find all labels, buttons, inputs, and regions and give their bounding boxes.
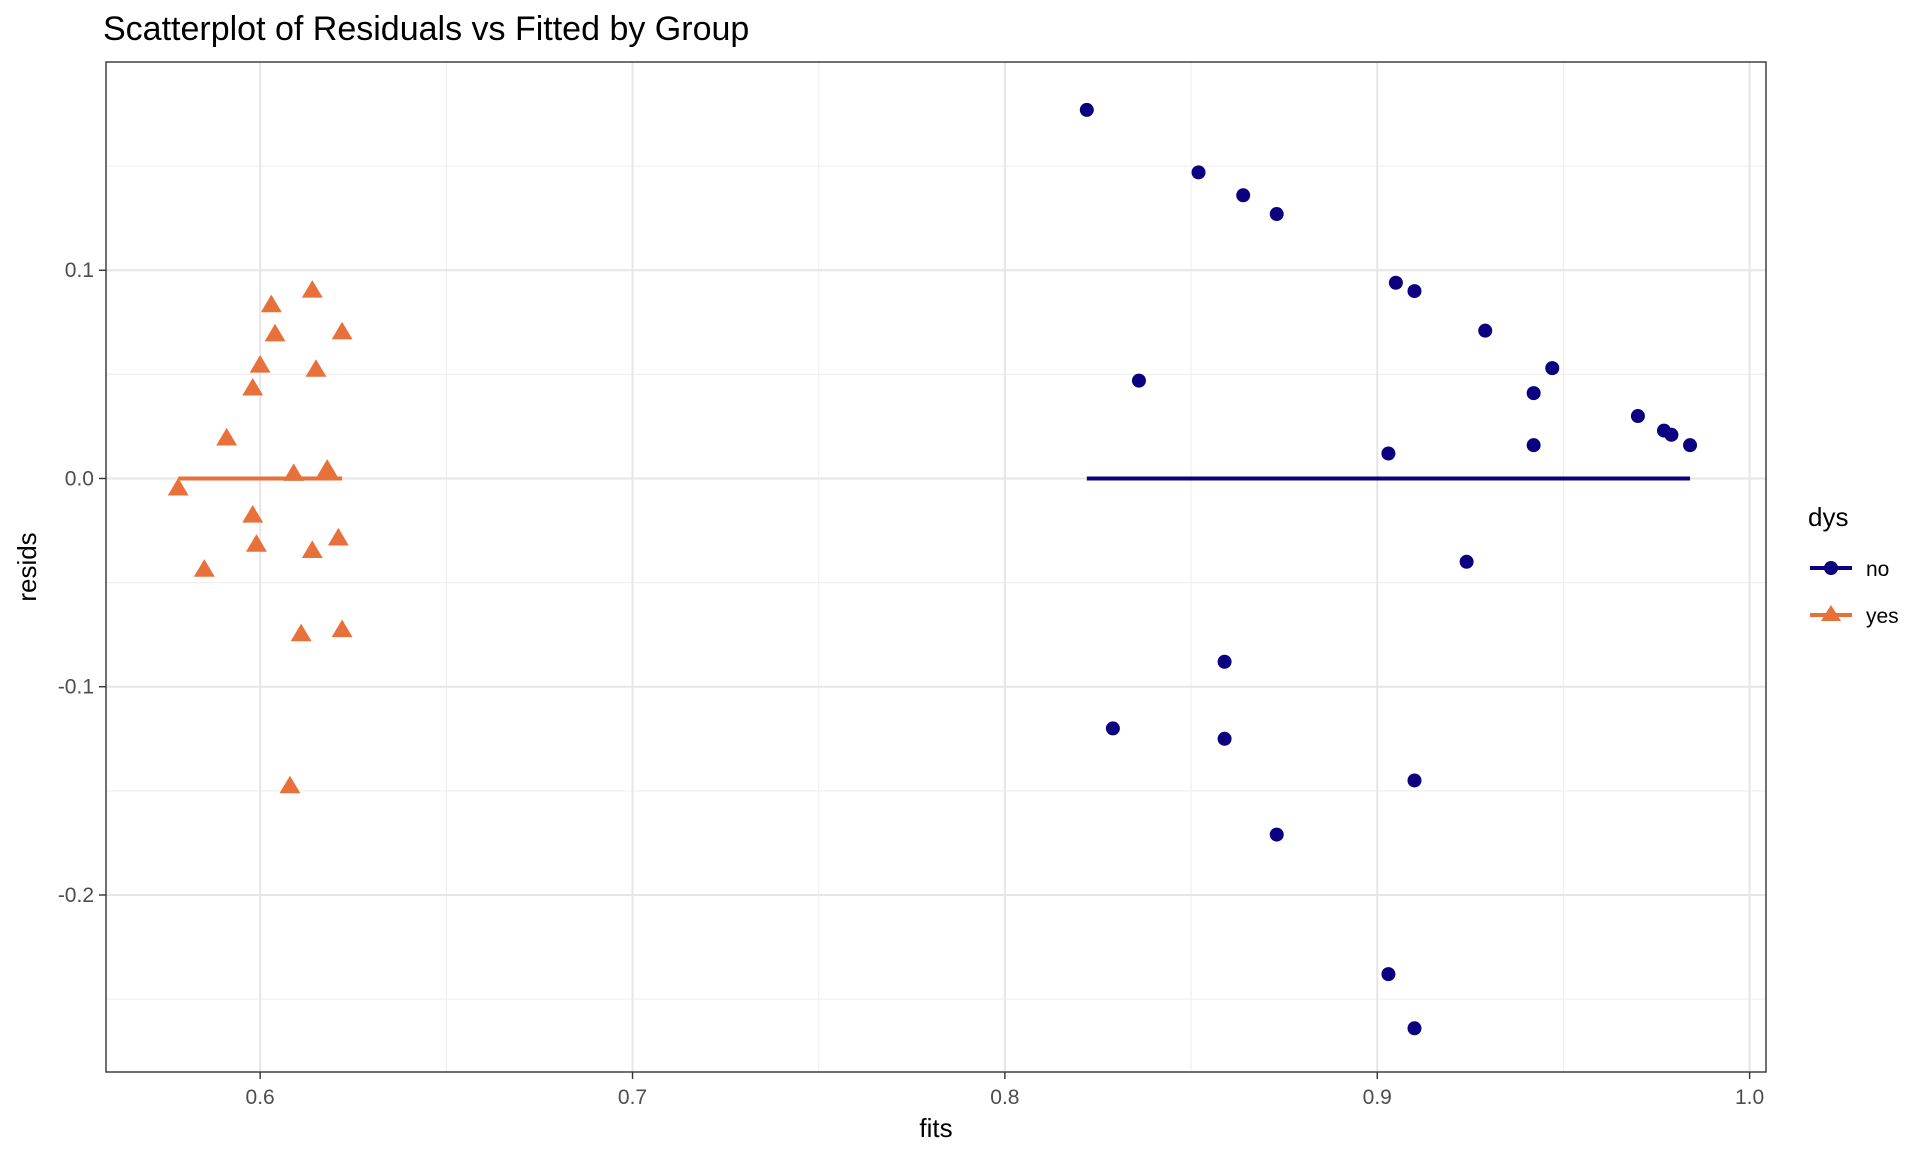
x-tick-label: 0.9 — [1363, 1086, 1392, 1109]
data-point-no — [1545, 361, 1560, 376]
data-point-no — [1407, 284, 1422, 299]
data-point-yes — [316, 459, 338, 477]
x-tick-label: 1.0 — [1735, 1086, 1764, 1109]
data-point-yes — [331, 619, 353, 638]
y-tick-label: 0.0 — [65, 467, 94, 490]
data-point-no — [1191, 165, 1206, 180]
data-point-yes — [283, 463, 305, 481]
data-point-yes — [167, 477, 189, 496]
data-point-yes — [305, 359, 327, 377]
legend-item-no: no — [1810, 558, 1889, 581]
data-point-no — [1381, 967, 1396, 982]
data-point-no — [1407, 773, 1422, 788]
data-point-no — [1407, 1021, 1422, 1036]
data-point-no — [1269, 827, 1284, 842]
data-point-yes — [301, 540, 323, 558]
data-point-no — [1131, 373, 1146, 388]
y-axis-ticks: -0.2 -0.1 0.0 0.1 — [58, 259, 106, 907]
data-point-yes — [249, 355, 271, 373]
legend-label-no: no — [1866, 558, 1889, 581]
data-point-no — [1381, 446, 1396, 461]
plot-background — [106, 62, 1766, 1072]
y-tick-label: -0.2 — [58, 884, 94, 907]
data-point-no — [1388, 275, 1403, 290]
data-point-yes — [290, 623, 312, 642]
legend-label-yes: yes — [1866, 605, 1899, 628]
data-point-no — [1526, 438, 1541, 453]
plot-border — [105, 61, 1767, 1073]
data-points — [167, 102, 1698, 1036]
data-point-no — [1236, 188, 1251, 203]
data-point-no — [1217, 731, 1232, 746]
data-point-yes — [301, 280, 323, 298]
data-point-yes — [331, 321, 353, 340]
legend-item-yes: yes — [1810, 605, 1899, 628]
data-point-yes — [264, 323, 286, 342]
data-point-no — [1459, 554, 1474, 569]
data-point-no — [1105, 721, 1120, 736]
data-point-yes — [327, 527, 349, 546]
y-axis-title: resids — [12, 532, 42, 601]
data-point-no — [1630, 409, 1645, 424]
data-point-yes — [242, 377, 264, 396]
grid-minor — [106, 62, 1766, 1072]
legend-title: dys — [1808, 502, 1848, 532]
x-tick-label: 0.6 — [246, 1086, 275, 1109]
y-tick-label: -0.1 — [58, 676, 94, 699]
data-point-no — [1269, 207, 1284, 222]
x-axis-ticks: 0.6 0.7 0.8 0.9 1.0 — [246, 1072, 1764, 1109]
data-point-no — [1217, 654, 1232, 669]
data-point-no — [1683, 438, 1698, 453]
grid-major — [106, 62, 1766, 1072]
x-axis-title: fits — [919, 1113, 952, 1143]
data-point-yes — [193, 559, 215, 577]
x-tick-label: 0.8 — [990, 1086, 1019, 1109]
y-tick-label: 0.1 — [65, 259, 94, 282]
data-point-yes — [242, 504, 264, 523]
data-point-yes — [245, 534, 267, 552]
chart-title: Scatterplot of Residuals vs Fitted by Gr… — [103, 10, 749, 48]
x-tick-label: 0.7 — [618, 1086, 647, 1109]
data-point-yes — [279, 775, 301, 794]
data-point-yes — [260, 294, 282, 313]
data-point-yes — [216, 427, 238, 446]
legend-key-marker-no — [1824, 561, 1838, 575]
data-point-no — [1478, 323, 1493, 338]
data-point-no — [1526, 386, 1541, 401]
legend-key-marker-yes — [1821, 605, 1841, 621]
data-point-no — [1664, 427, 1679, 442]
legend: dys no yes — [1808, 502, 1899, 628]
data-point-no — [1079, 102, 1094, 117]
